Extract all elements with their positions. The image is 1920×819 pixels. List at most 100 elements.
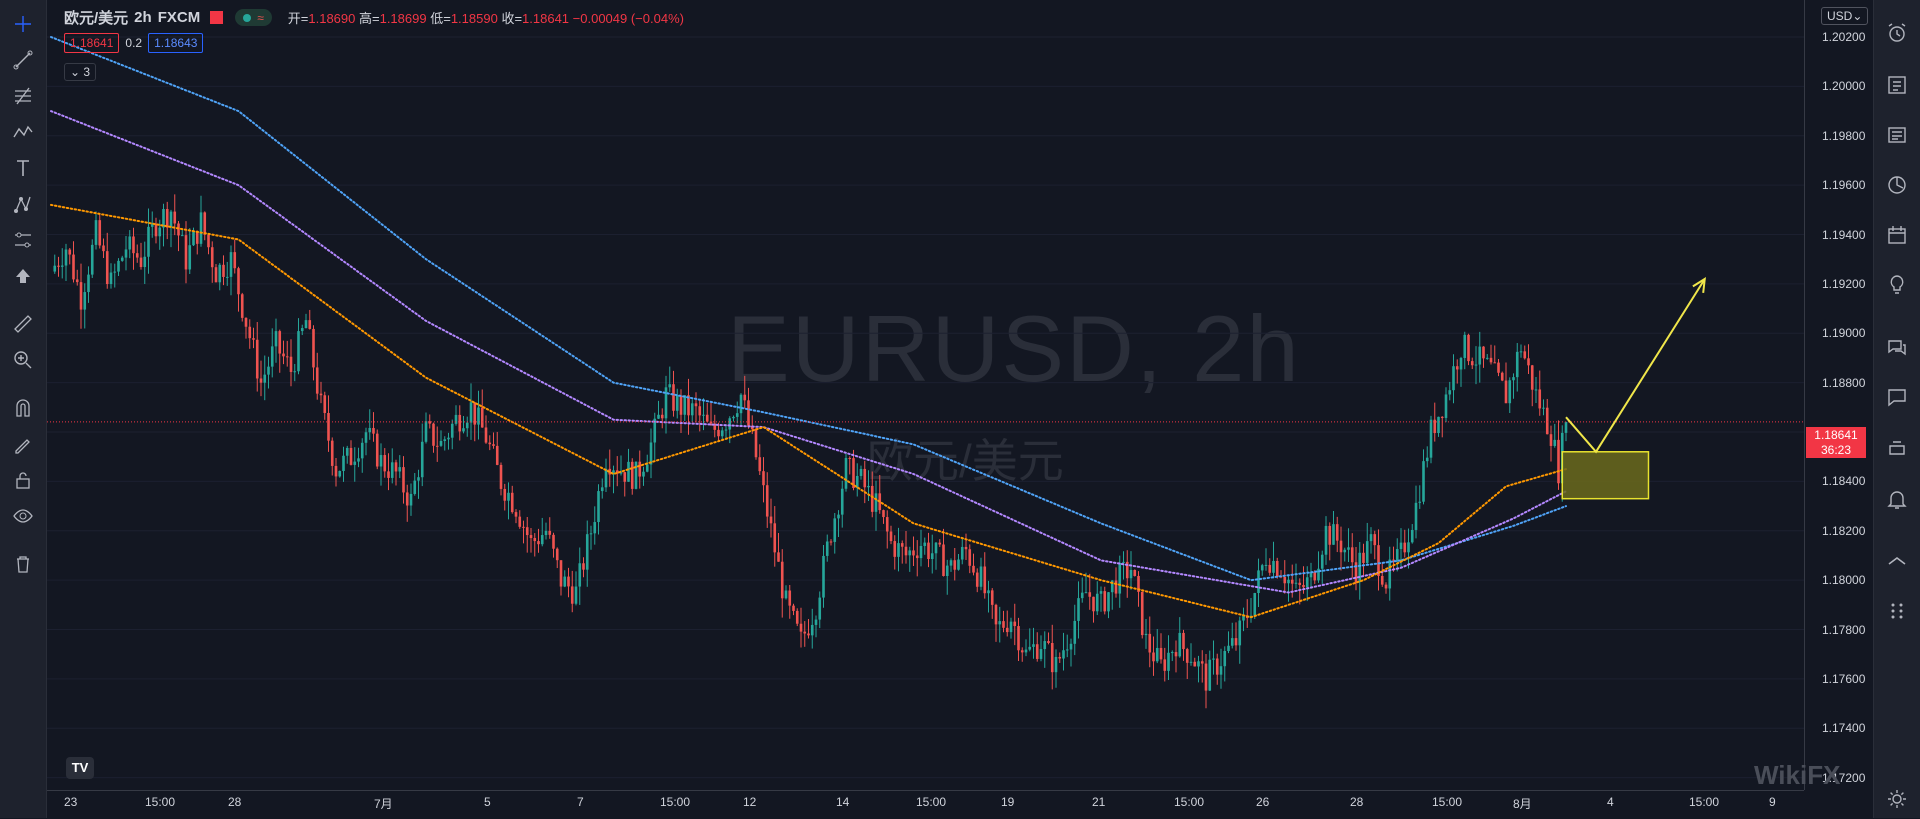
- bear-candle: [214, 267, 218, 283]
- price-axis[interactable]: [1804, 0, 1871, 790]
- zoom-in-icon[interactable]: [11, 348, 35, 372]
- settings-gear-icon[interactable]: [1884, 786, 1910, 812]
- chart-pane[interactable]: EURUSD, 2h 欧元/美元: [47, 0, 1804, 790]
- currency-button[interactable]: USD⌄: [1821, 7, 1869, 25]
- time-axis[interactable]: [47, 790, 1804, 819]
- bear-candle: [132, 236, 135, 254]
- buy-price-button[interactable]: 1.18643: [148, 33, 204, 53]
- node-tool-icon[interactable]: [11, 192, 35, 216]
- price-tick-label: 1.17600: [1822, 671, 1866, 686]
- data-window-icon[interactable]: [1884, 172, 1910, 198]
- crosshair-icon[interactable]: [11, 12, 35, 36]
- chat-icon[interactable]: [1884, 334, 1910, 360]
- bull-candle: [668, 384, 672, 388]
- bear-candle: [533, 538, 537, 542]
- text-tool-icon[interactable]: [11, 156, 35, 180]
- alarm-clock-icon[interactable]: [1884, 20, 1910, 46]
- bear-candle: [394, 462, 398, 472]
- lock-pencil-icon[interactable]: [11, 432, 35, 456]
- bear-candle: [57, 265, 60, 267]
- bull-candle: [109, 272, 113, 285]
- streams-icon[interactable]: [1884, 436, 1910, 462]
- bull-candle: [304, 320, 308, 329]
- time-tick-label: 7: [577, 795, 584, 809]
- bull-candle: [417, 477, 420, 481]
- calendar-icon[interactable]: [1884, 222, 1910, 248]
- bull-candle: [1515, 351, 1519, 378]
- watchlist-icon[interactable]: [1884, 72, 1910, 98]
- bear-candle: [522, 526, 525, 528]
- ruler-icon[interactable]: [11, 312, 35, 336]
- bull-candle: [420, 441, 424, 478]
- notifications-bell-icon[interactable]: [1884, 486, 1910, 512]
- bear-candle: [319, 393, 323, 396]
- comments-icon[interactable]: [1884, 384, 1910, 410]
- price-tick-label: 1.19400: [1822, 227, 1866, 242]
- bull-candle: [784, 590, 788, 599]
- lock-icon[interactable]: [11, 468, 35, 492]
- indicators-toggle[interactable]: ⌄ 3: [64, 63, 97, 81]
- trash-icon[interactable]: [11, 552, 35, 576]
- bear-candle: [1163, 659, 1167, 671]
- bear-candle: [829, 541, 833, 543]
- bear-candle: [165, 208, 169, 228]
- bull-candle: [338, 470, 342, 477]
- bear-candle: [713, 423, 717, 430]
- bull-candle: [409, 493, 413, 506]
- bull-candle: [1155, 647, 1159, 662]
- fib-tool-icon[interactable]: [11, 84, 35, 108]
- price-tick-label: 1.17400: [1822, 721, 1866, 736]
- bull-candle: [957, 559, 960, 570]
- bull-candle: [578, 563, 582, 587]
- bull-candle: [447, 437, 450, 440]
- bear-candle: [1148, 633, 1152, 653]
- bull-candle: [825, 541, 829, 556]
- bull-candle: [267, 366, 270, 375]
- currency-label: USD: [1827, 9, 1853, 23]
- prediction-tool-icon[interactable]: [11, 228, 35, 252]
- bear-candle: [1403, 542, 1407, 553]
- bull-candle: [645, 464, 649, 472]
- wikifx-watermark: WikiFX: [1754, 760, 1841, 790]
- bull-candle: [1257, 570, 1260, 594]
- bull-candle: [563, 576, 567, 587]
- data-status-pill[interactable]: ≈: [235, 9, 272, 26]
- bull-candle: [1463, 334, 1467, 358]
- bear-candle: [525, 527, 529, 536]
- time-tick-label: 15:00: [1174, 795, 1205, 809]
- order-panel-icon[interactable]: [1884, 548, 1910, 574]
- bull-candle: [424, 421, 428, 442]
- trend-line-icon[interactable]: [11, 48, 35, 72]
- bear-candle: [1137, 575, 1140, 592]
- bull-candle: [390, 462, 394, 478]
- bear-candle: [559, 560, 563, 587]
- bull-candle: [1230, 638, 1234, 646]
- more-dots-icon[interactable]: [1884, 598, 1910, 624]
- ideas-lightbulb-icon[interactable]: [1884, 272, 1910, 298]
- bull-candle: [923, 542, 927, 546]
- pattern-tool-icon[interactable]: [11, 120, 35, 144]
- bear-candle: [758, 457, 762, 472]
- news-icon[interactable]: [1884, 122, 1910, 148]
- bull-candle: [1485, 357, 1489, 359]
- interval-label[interactable]: 2h: [134, 9, 152, 26]
- bull-candle: [724, 429, 728, 431]
- sell-price-button[interactable]: 1.18641: [64, 33, 120, 53]
- magnet-icon[interactable]: [11, 396, 35, 420]
- eye-icon[interactable]: [11, 504, 35, 528]
- bull-candle: [1189, 661, 1193, 663]
- symbol-name[interactable]: 欧元/美元: [64, 10, 129, 27]
- bear-candle: [510, 492, 514, 513]
- tradingview-logo[interactable]: TV: [66, 757, 94, 779]
- candlestick-chart[interactable]: [47, 0, 1804, 790]
- bull-candle: [822, 555, 825, 598]
- bear-candle: [990, 590, 994, 605]
- bear-candle: [1455, 366, 1459, 370]
- bull-candle: [1512, 377, 1515, 381]
- price-tick-label: 1.19800: [1822, 128, 1866, 143]
- bear-candle: [747, 400, 750, 426]
- arrow-up-icon[interactable]: [11, 264, 35, 288]
- bull-candle: [147, 226, 150, 257]
- bull-candle: [1167, 652, 1170, 671]
- bear-candle: [308, 320, 312, 329]
